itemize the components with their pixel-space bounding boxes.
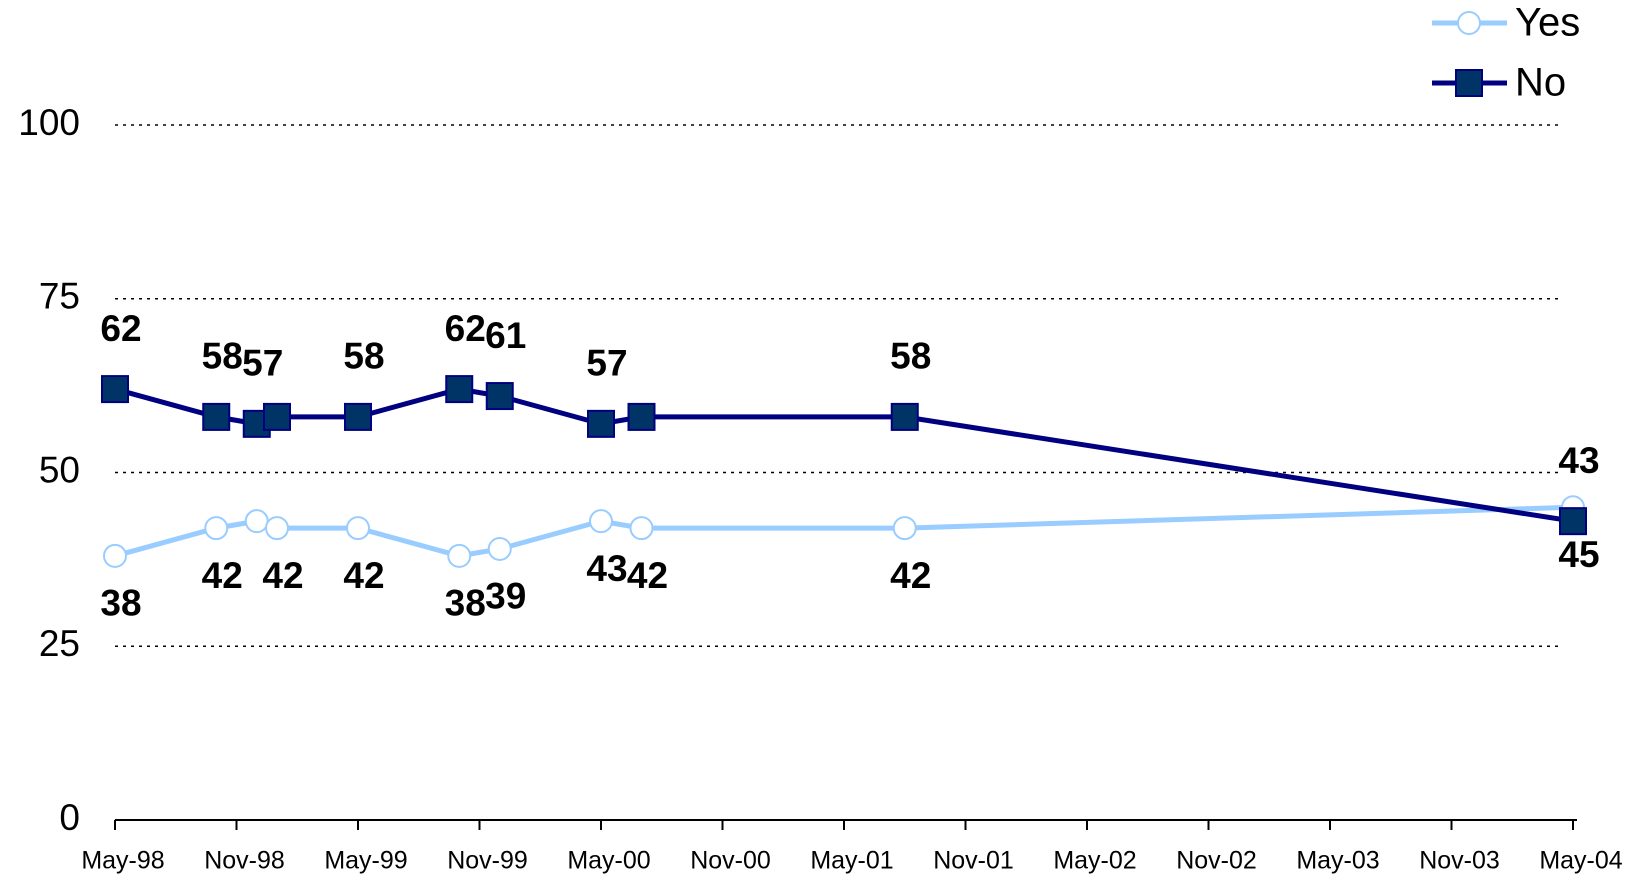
y-tick-label: 75 [39,276,80,317]
data-label: 45 [1558,534,1599,575]
series-line [114,386,1574,524]
data-label: 42 [627,555,668,596]
data-point [346,516,370,541]
legend-label: Yes [1515,1,1580,45]
data-point [1559,507,1587,536]
data-point [447,543,472,568]
y-tick-label: 0 [59,797,80,838]
data-label: 58 [343,336,384,377]
data-point [202,402,231,431]
x-tick-label: Nov-02 [1176,847,1257,875]
data-label: 58 [890,336,931,377]
data-point [890,402,919,431]
x-tick-label: Nov-01 [933,847,1014,875]
data-point [892,516,917,541]
data-label: 38 [445,583,486,624]
x-tick-label: Nov-99 [447,847,528,875]
data-label: 42 [262,555,303,596]
data-point [244,509,269,534]
y-tick-label: 100 [18,102,80,143]
data-point [204,516,229,541]
data-label: 62 [100,308,141,349]
data-point [629,516,654,541]
data-label: 42 [202,555,243,596]
data-label: 43 [1558,440,1599,481]
data-label: 61 [485,315,526,356]
data-label: 42 [890,555,931,596]
x-tick-label: May-04 [1539,847,1622,875]
data-label: 42 [343,555,384,596]
data-point [487,536,512,561]
data-point [587,409,615,438]
x-tick-label: May-01 [810,847,893,875]
x-tick-label: May-00 [567,847,650,875]
data-point [589,509,613,534]
data-point [265,516,289,541]
legend-label: No [1515,61,1566,105]
x-tick-label: Nov-98 [204,847,285,875]
x-tick-label: Nov-00 [690,847,771,875]
data-point [485,382,514,411]
data-label: 58 [202,336,243,377]
y-tick-label: 25 [39,623,80,664]
data-point [445,375,474,404]
data-point [101,375,129,404]
data-point [344,402,372,431]
legend-marker [1457,11,1481,35]
legend-marker [1455,69,1483,97]
data-point [103,543,127,568]
x-tick-label: May-99 [324,847,407,875]
data-label: 57 [586,343,627,384]
data-label: 39 [485,576,526,617]
data-label: 57 [242,343,283,384]
x-tick-label: May-02 [1053,847,1136,875]
data-label: 43 [586,548,627,589]
x-tick-label: May-98 [81,847,164,875]
data-point [263,402,291,431]
series-line [114,504,1574,559]
data-label: 38 [100,583,141,624]
data-label: 62 [445,308,486,349]
x-tick-label: Nov-03 [1419,847,1500,875]
y-tick-label: 50 [39,449,80,490]
x-tick-label: May-03 [1296,847,1379,875]
data-point [627,402,656,431]
